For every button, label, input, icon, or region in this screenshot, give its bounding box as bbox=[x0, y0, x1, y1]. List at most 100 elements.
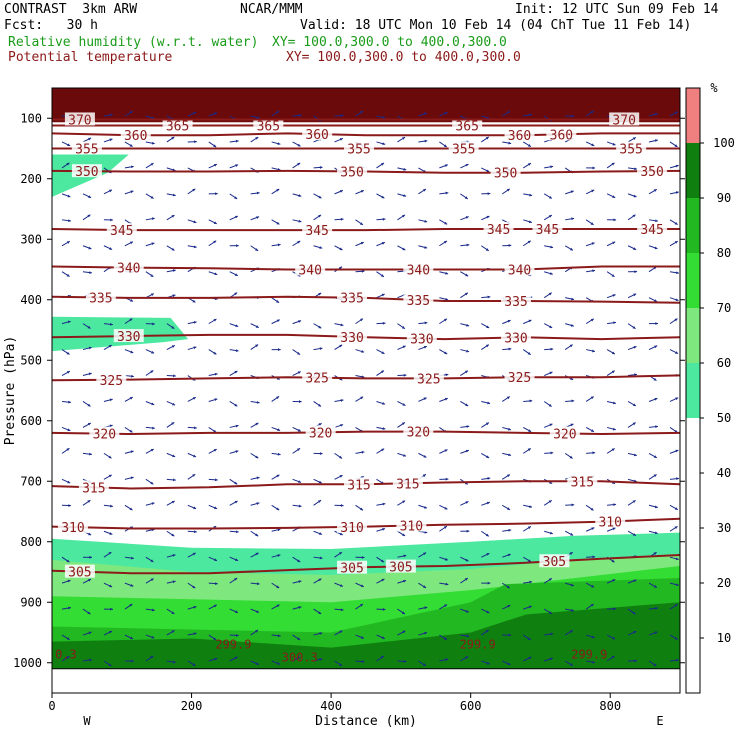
wind-arrow bbox=[460, 349, 470, 353]
wind-arrow-head bbox=[403, 167, 407, 171]
wind-arrow-head bbox=[527, 559, 531, 562]
wind-arrow-head bbox=[675, 397, 679, 401]
wind-arrow-head bbox=[402, 345, 406, 349]
wind-arrow-head bbox=[150, 449, 154, 452]
wind-arrow-head bbox=[632, 137, 636, 140]
wind-arrow-head bbox=[318, 500, 322, 503]
wind-arrow bbox=[502, 141, 512, 145]
wind-arrow bbox=[565, 297, 575, 301]
wind-arrow-head bbox=[193, 320, 197, 324]
wind-arrow-head bbox=[339, 475, 343, 478]
wind-arrow bbox=[648, 397, 658, 402]
wind-arrow-head bbox=[402, 137, 406, 140]
wind-arrow-head bbox=[171, 611, 175, 614]
wind-arrow-head bbox=[381, 351, 385, 354]
wind-arrow bbox=[648, 245, 658, 250]
wind-arrow bbox=[355, 349, 365, 353]
wind-arrow bbox=[481, 581, 491, 585]
wind-arrow bbox=[522, 448, 532, 454]
wind-arrow-head bbox=[569, 552, 573, 555]
wind-arrow bbox=[208, 318, 217, 325]
wind-arrow bbox=[103, 474, 112, 480]
wind-arrow-head bbox=[570, 423, 574, 427]
y-tick-label: 900 bbox=[20, 595, 42, 609]
wind-arrow bbox=[397, 554, 407, 558]
wind-arrow bbox=[460, 500, 469, 506]
wind-arrow-head bbox=[444, 637, 448, 640]
wind-arrow-head bbox=[234, 578, 238, 581]
wind-arrow bbox=[313, 193, 322, 199]
wind-arrow bbox=[124, 374, 134, 378]
wind-arrow bbox=[565, 190, 574, 195]
wind-arrow-head bbox=[611, 448, 615, 452]
wind-arrow bbox=[124, 659, 134, 663]
wind-arrow bbox=[648, 297, 658, 303]
wind-arrow bbox=[586, 660, 596, 664]
wind-arrow bbox=[208, 582, 218, 585]
wind-arrow bbox=[82, 346, 92, 351]
colorbar-tick-label: 70 bbox=[717, 301, 731, 315]
wind-arrow-head bbox=[464, 196, 468, 199]
theta-label-315: 315 bbox=[347, 478, 370, 493]
wind-arrow bbox=[166, 478, 176, 482]
wind-arrow bbox=[355, 660, 365, 664]
theta-label-bg bbox=[616, 141, 647, 155]
wind-arrow-head bbox=[151, 217, 155, 221]
wind-arrow bbox=[271, 243, 281, 247]
wind-arrow bbox=[187, 140, 197, 144]
wind-arrow-head bbox=[592, 451, 596, 455]
wind-arrow bbox=[313, 478, 322, 484]
wind-arrow-head bbox=[382, 321, 386, 325]
wind-arrow bbox=[292, 371, 301, 376]
wind-arrow-head bbox=[255, 325, 259, 328]
wind-arrow bbox=[397, 530, 406, 537]
wind-arrow bbox=[334, 189, 344, 195]
colorbar-tick-label: 20 bbox=[717, 576, 731, 590]
x-tick-label: 200 bbox=[181, 699, 203, 713]
wind-arrow-head bbox=[129, 318, 133, 322]
wind-arrow-head bbox=[255, 455, 259, 459]
theta-label-330: 330 bbox=[340, 331, 363, 346]
wind-arrow-head bbox=[67, 194, 71, 198]
wind-arrow bbox=[522, 556, 532, 563]
wind-arrow-head bbox=[68, 606, 71, 610]
wind-arrow-head bbox=[465, 609, 469, 613]
field2-xy: XY= 100.0,300.0 to 400.0,300.0 bbox=[286, 50, 521, 65]
wind-arrow-head bbox=[130, 190, 134, 194]
wind-arrow bbox=[565, 582, 574, 587]
wind-arrow bbox=[502, 244, 512, 247]
wind-arrow bbox=[292, 141, 301, 147]
wind-arrow-head bbox=[66, 351, 70, 355]
wind-arrow bbox=[271, 660, 281, 665]
wind-arrow bbox=[103, 113, 113, 117]
wind-arrow-head bbox=[402, 500, 406, 504]
wind-arrow-head bbox=[276, 221, 280, 225]
wind-arrow bbox=[439, 271, 449, 275]
wind-arrow bbox=[418, 321, 428, 325]
wind-arrow bbox=[187, 346, 197, 351]
theta-label-320: 320 bbox=[407, 426, 430, 441]
x-tick-label: 0 bbox=[48, 699, 55, 713]
wind-arrow bbox=[292, 447, 301, 454]
wind-arrow-head bbox=[632, 403, 636, 406]
wind-arrow-head bbox=[527, 351, 531, 355]
wind-arrow-head bbox=[130, 298, 134, 302]
theta-label-bg bbox=[448, 141, 479, 155]
wind-arrow-head bbox=[297, 656, 301, 660]
theta-contour-340 bbox=[52, 265, 680, 271]
colorbar-band-0 bbox=[686, 363, 700, 418]
wind-arrow bbox=[606, 370, 615, 376]
theta-label-bg bbox=[253, 118, 284, 132]
wind-arrow bbox=[208, 634, 217, 641]
wind-arrow bbox=[606, 448, 615, 454]
wind-arrow bbox=[648, 474, 657, 480]
wind-arrow-head bbox=[234, 656, 238, 660]
wind-arrow bbox=[355, 396, 364, 402]
wind-arrow bbox=[124, 110, 133, 117]
wind-arrow bbox=[292, 240, 301, 247]
wind-arrow bbox=[627, 136, 637, 143]
wind-arrow-head bbox=[319, 556, 323, 560]
colorbar-tick-label: 90 bbox=[717, 191, 731, 205]
wind-arrow bbox=[292, 606, 302, 610]
wind-arrow bbox=[250, 476, 260, 480]
